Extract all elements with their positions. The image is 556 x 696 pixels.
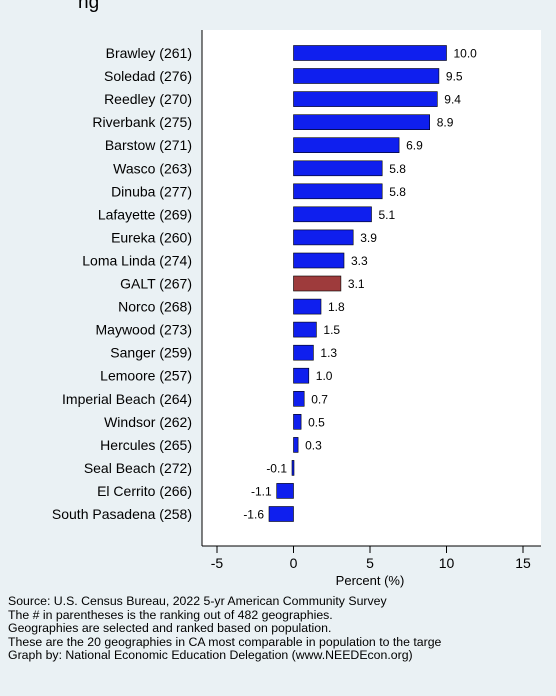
category-label: Lafayette (269)	[98, 206, 192, 222]
value-label: 3.1	[348, 277, 365, 291]
value-label: 1.8	[328, 300, 345, 314]
x-axis-title: Percent (%)	[336, 573, 405, 588]
category-label: Maywood (273)	[96, 322, 193, 338]
note-line: Source: U.S. Census Bureau, 2022 5-yr Am…	[8, 594, 387, 608]
value-label: 1.5	[323, 323, 340, 337]
x-ticks-layer: -5 0 5 10 15	[211, 546, 531, 571]
category-label: South Pasadena (258)	[52, 506, 192, 522]
category-label: Norco (268)	[118, 299, 192, 315]
bar	[293, 91, 438, 107]
chart-title-fragment: ng	[78, 0, 100, 13]
bar	[293, 413, 302, 430]
category-label: Brawley (261)	[106, 45, 192, 61]
value-label: 5.8	[389, 185, 406, 199]
category-label: Windsor (262)	[104, 414, 192, 430]
bar	[293, 114, 430, 130]
category-label: Dinuba (277)	[111, 183, 192, 199]
category-label: El Cerrito (266)	[97, 483, 192, 499]
bar	[293, 344, 314, 361]
bar	[293, 321, 317, 338]
bar	[268, 506, 294, 522]
bar	[293, 437, 299, 453]
category-label: Barstow (271)	[105, 137, 192, 153]
labels-layer: Brawley (261) 10.0 Soledad (276) 9.5 Reedley…	[52, 45, 477, 522]
value-label: 6.9	[406, 139, 423, 153]
value-label: 9.4	[444, 93, 461, 107]
bar	[293, 206, 372, 223]
value-label: -1.1	[251, 484, 272, 498]
note-line: Graph by: National Economic Education De…	[8, 648, 413, 663]
value-label: 0.7	[311, 392, 328, 406]
bar	[293, 252, 345, 269]
x-tick-label: 15	[515, 555, 531, 571]
bar	[291, 460, 295, 476]
x-tick-label: 5	[366, 555, 374, 571]
category-label: Loma Linda (274)	[82, 253, 192, 269]
value-label: 1.3	[320, 346, 337, 360]
x-tick-label: 0	[290, 555, 298, 571]
bar	[293, 367, 310, 384]
bar	[293, 160, 383, 177]
category-label: Imperial Beach (264)	[62, 391, 192, 407]
value-label: 1.0	[316, 369, 333, 383]
bar	[293, 45, 447, 61]
note-line: Geographies are selected and ranked base…	[8, 621, 332, 636]
note-line: The # in parentheses is the ranking out …	[8, 607, 333, 622]
bar	[293, 298, 322, 315]
category-label: Lemoore (257)	[100, 368, 192, 384]
category-label: Sanger (259)	[110, 345, 192, 361]
value-label: 9.5	[446, 70, 463, 84]
value-label: 0.5	[308, 415, 325, 429]
value-label: 0.3	[305, 438, 322, 452]
category-label: Eureka (260)	[111, 229, 192, 245]
category-label: Seal Beach (272)	[84, 460, 192, 476]
category-label: Riverbank (275)	[92, 114, 192, 130]
value-label: 8.9	[437, 116, 454, 130]
bar	[293, 275, 342, 292]
bar	[293, 68, 440, 84]
category-label: GALT (267)	[120, 276, 192, 292]
category-label: Reedley (270)	[104, 91, 192, 107]
x-tick-label: 10	[439, 555, 455, 571]
value-label: -0.1	[266, 461, 287, 475]
bar	[276, 483, 294, 499]
value-label: 3.9	[360, 231, 377, 245]
value-label: 3.3	[351, 254, 368, 268]
bar	[293, 137, 400, 153]
value-label: -1.6	[243, 508, 264, 522]
category-label: Soledad (276)	[104, 68, 192, 84]
note-line: These are the 20 geographies in CA most …	[8, 634, 442, 649]
x-tick-label: -5	[211, 555, 224, 571]
bars-layer	[268, 45, 447, 522]
plot-area	[202, 30, 541, 546]
bar	[293, 229, 354, 246]
value-label: 5.1	[379, 208, 396, 222]
category-label: Wasco (263)	[113, 160, 192, 176]
bar	[293, 390, 305, 407]
value-label: 10.0	[454, 47, 478, 61]
bar	[293, 183, 383, 200]
value-label: 5.8	[389, 162, 406, 176]
source-notes: Source: U.S. Census Bureau, 2022 5-yr Am…	[8, 594, 442, 663]
category-label: Hercules (265)	[100, 437, 192, 453]
